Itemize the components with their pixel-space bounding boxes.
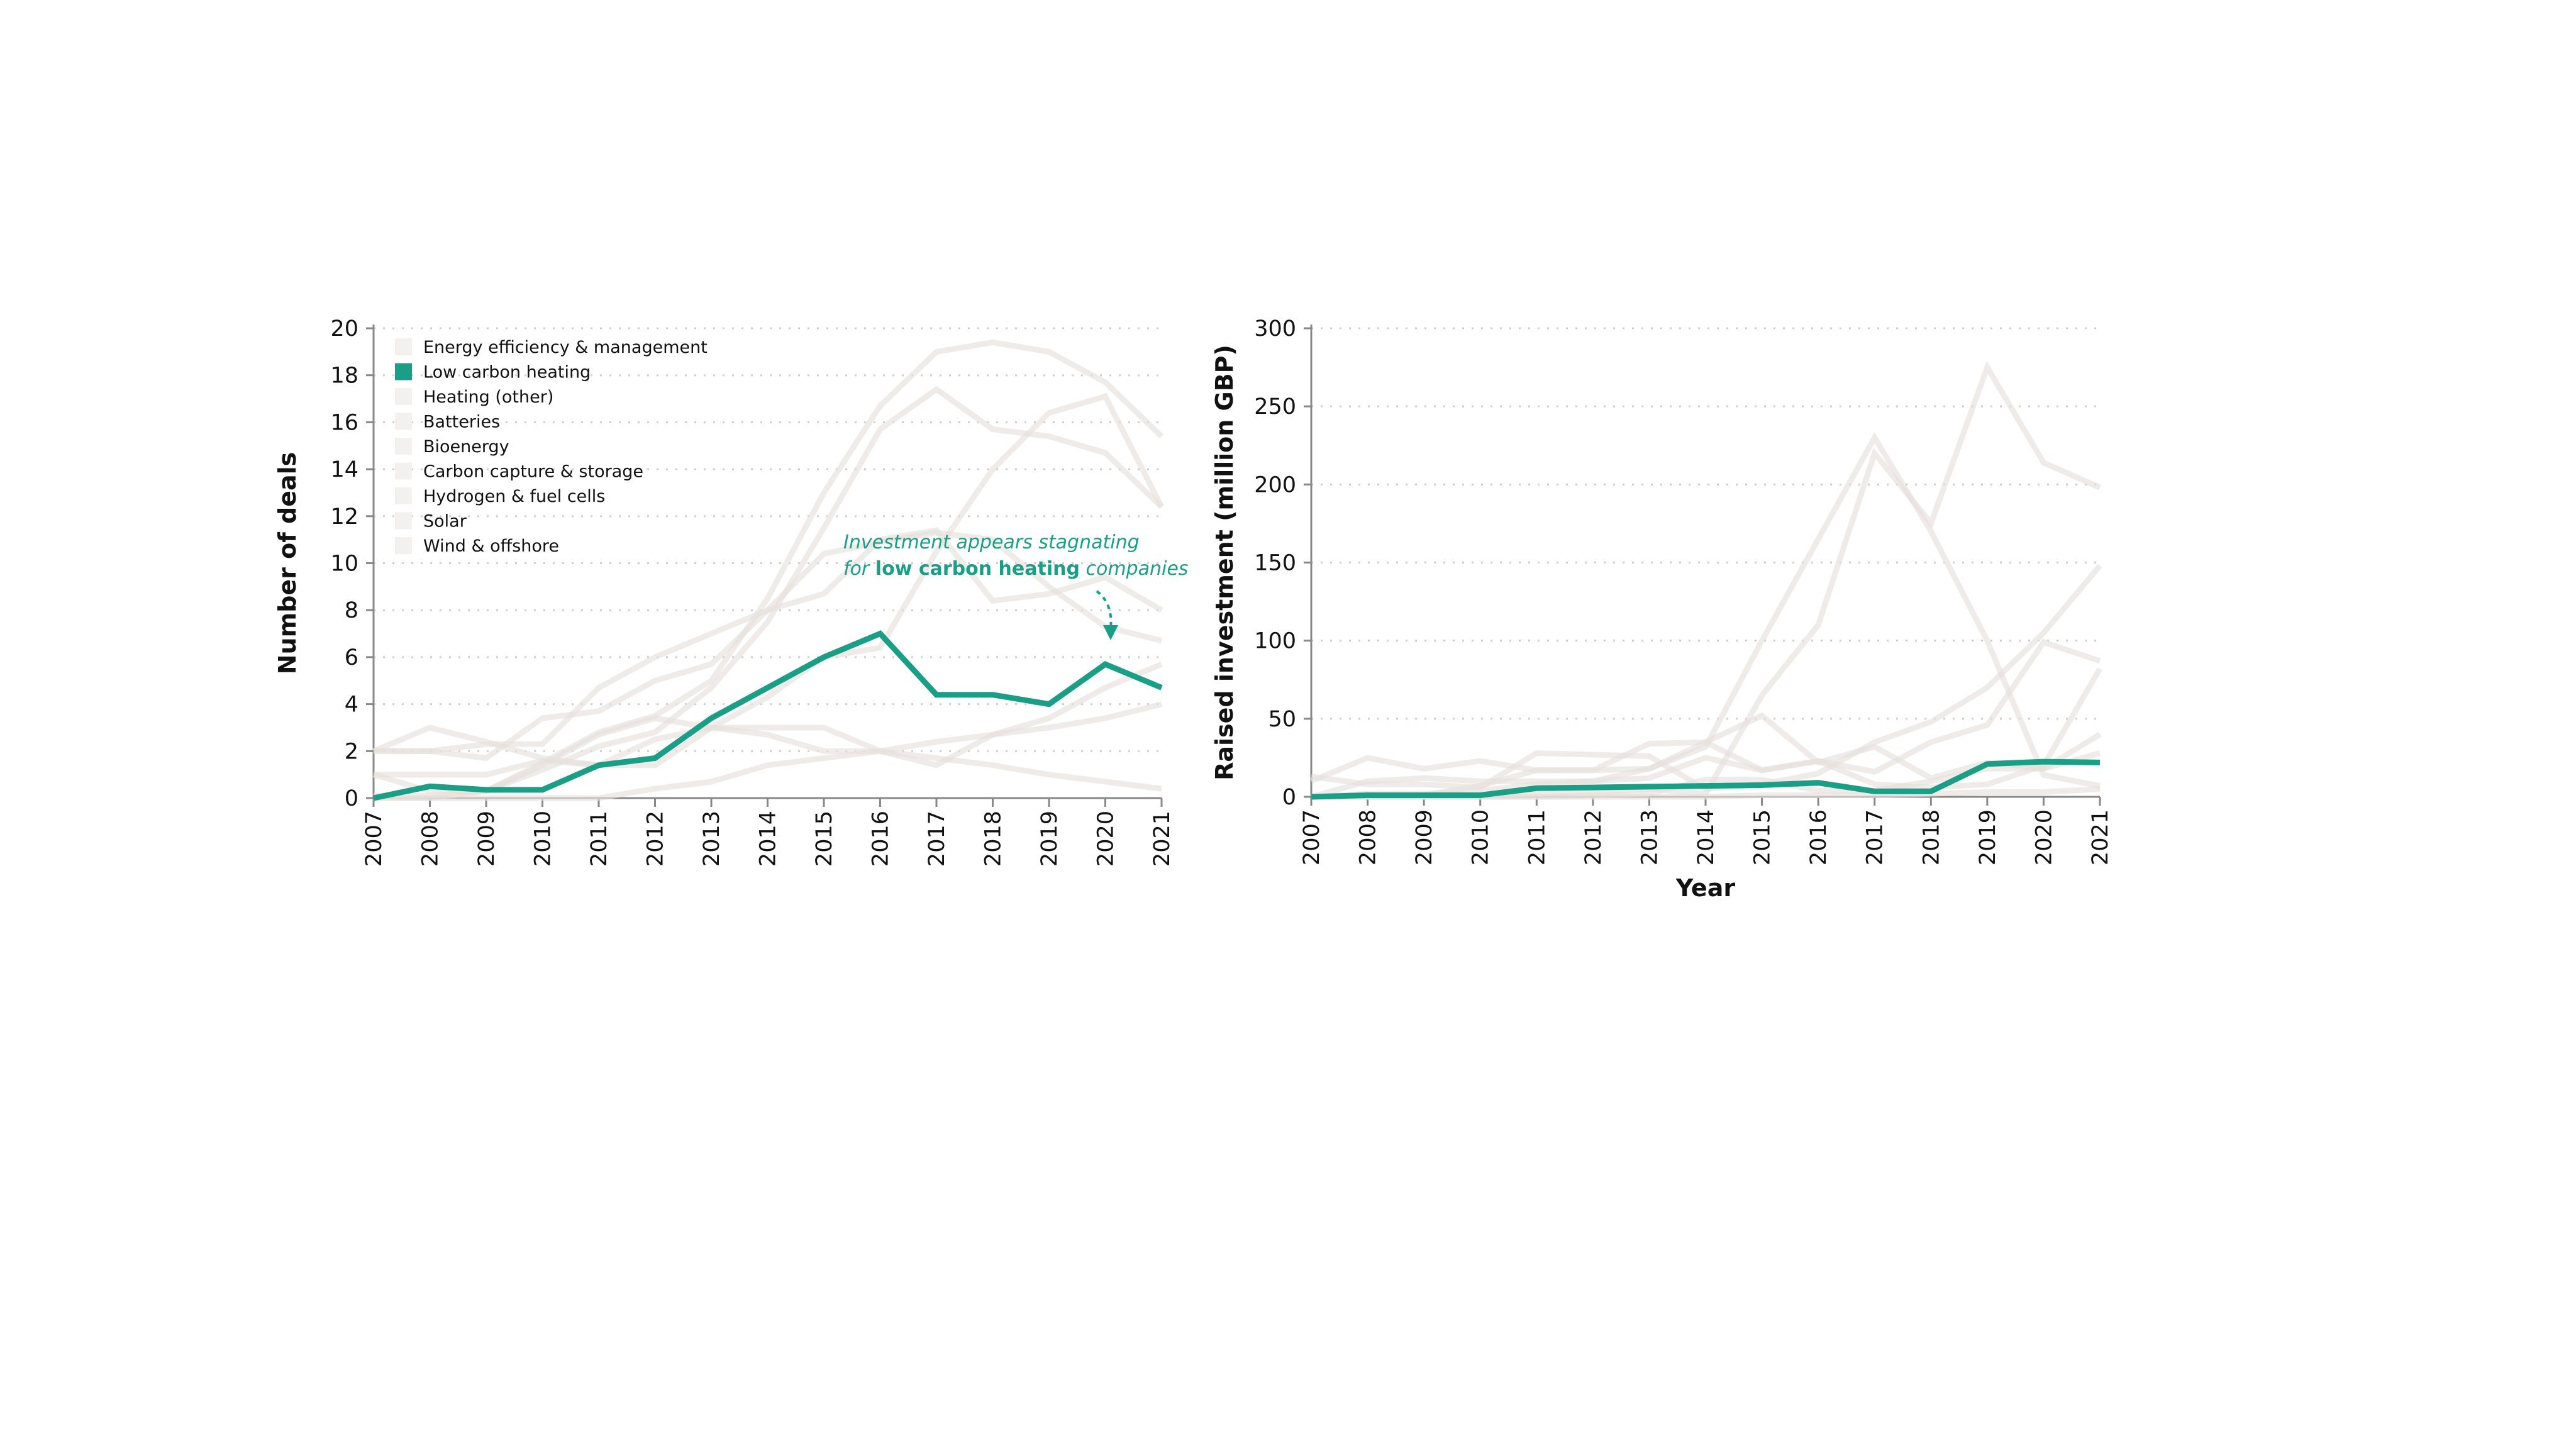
y-tick-label: 4 (345, 692, 358, 718)
y-tick-label: 12 (330, 504, 358, 530)
x-tick-label: 2008 (1356, 809, 1381, 865)
legend-swatch (395, 512, 412, 530)
annotation: Investment appears stagnating for low ca… (843, 531, 1188, 640)
x-tick-label: 2011 (1524, 809, 1550, 865)
x-tick-label: 2012 (643, 811, 669, 867)
y-axis-title: Number of deals (274, 452, 301, 675)
legend-swatch (395, 462, 412, 480)
y-tick-label: 0 (1282, 785, 1296, 810)
series-line (1310, 667, 2102, 800)
legend-swatch (395, 388, 412, 405)
legend-label: Solar (423, 512, 467, 531)
y-axis-title: Raised investment (million GBP) (1211, 345, 1238, 780)
series-line-highlight (373, 630, 1163, 801)
y-tick-label: 6 (345, 645, 358, 670)
series-line (374, 701, 1163, 801)
y-tick-label: 150 (1254, 551, 1296, 576)
y-tick-label: 16 (330, 410, 358, 435)
x-tick-label: 2016 (869, 811, 894, 867)
y-tick-label: 14 (330, 457, 358, 482)
x-tick-label: 2015 (812, 811, 837, 867)
x-tick-label: 2021 (1150, 811, 1175, 867)
y-tick-label: 50 (1268, 707, 1296, 732)
investment-chart: 0 50 100 150 200 250 300 2007 2008 2009 2010 2011 20… (1211, 316, 2113, 902)
series-line (374, 527, 1163, 754)
x-tick-label: 2007 (362, 811, 387, 867)
y-tick-label: 18 (330, 364, 358, 389)
y-tick-label: 20 (330, 316, 358, 341)
series-line (1311, 564, 2102, 792)
series-line (372, 661, 1163, 769)
x-tick-label: 2020 (1094, 811, 1119, 867)
legend-label: Carbon capture & storage (423, 462, 643, 482)
x-tick-label: 2019 (1037, 811, 1062, 867)
legend: Energy efficiency & management Low carbon… (395, 338, 708, 556)
annotation-arrowhead-icon (1103, 625, 1118, 640)
annotation-pre: for (843, 558, 875, 580)
x-axis-title: Year (1675, 874, 1735, 902)
legend-swatch (395, 438, 412, 455)
x-tick-label: 2009 (1412, 809, 1437, 865)
x-tick-label: 2018 (981, 811, 1006, 867)
x-tick-label: 2013 (1637, 809, 1662, 865)
x-tick-label: 2011 (587, 811, 612, 867)
legend-swatch (395, 487, 412, 504)
series-line (1311, 638, 2101, 800)
x-tick-label: 2019 (1975, 809, 2001, 865)
x-tick-label: 2017 (1863, 809, 1888, 865)
x-tick-label: 2010 (531, 811, 556, 867)
y-tick-label: 10 (330, 552, 358, 577)
legend-swatch (395, 338, 412, 355)
annotation-post: companies (1080, 558, 1188, 580)
legend-label: Heating (other) (423, 387, 553, 407)
series-line-highlight (1311, 758, 2101, 800)
x-tick-label: 2008 (418, 811, 443, 867)
legend-swatch (395, 537, 412, 554)
legend-label: Bioenergy (423, 437, 509, 457)
legend-label: Wind & offshore (423, 536, 559, 556)
x-tick-label: 2007 (1299, 809, 1324, 865)
x-tick-label: 2014 (756, 811, 781, 867)
annotation-arrow-icon (1096, 590, 1113, 630)
annotation-line-2: for low carbon heating companies (843, 558, 1188, 580)
y-tick-label: 200 (1254, 472, 1296, 497)
x-tick-label: 2021 (2088, 809, 2113, 865)
x-tick-label: 2016 (1806, 809, 1831, 865)
series-line (374, 392, 1165, 778)
series-line (1311, 360, 2101, 800)
series-line (372, 715, 1162, 794)
y-tick-label: 250 (1254, 394, 1296, 419)
y-tick-label: 2 (345, 739, 358, 764)
annotation-line-1: Investment appears stagnating (843, 531, 1140, 553)
legend-label: Batteries (423, 413, 500, 432)
y-tick-label: 100 (1254, 629, 1296, 654)
x-tick-label: 2018 (1919, 809, 1944, 865)
x-tick-label: 2012 (1581, 809, 1606, 865)
legend-label: Energy efficiency & management (423, 338, 708, 357)
deals-chart: 0 2 4 6 8 10 12 14 16 18 20 2007 2008 2009 2010 2011 201… (274, 316, 1175, 867)
legend-swatch (395, 413, 412, 430)
x-tick-label: 2020 (2031, 809, 2057, 865)
y-tick-label: 0 (345, 786, 358, 811)
x-tick-label: 2017 (924, 811, 950, 867)
x-tick-label: 2013 (699, 811, 724, 867)
x-tick-label: 2010 (1468, 809, 1494, 865)
annotation-bold: low carbon heating (875, 558, 1080, 580)
legend-swatch (395, 363, 412, 380)
x-tick-label: 2015 (1750, 809, 1775, 865)
y-tick-label: 8 (345, 598, 358, 623)
x-tick-label: 2009 (474, 811, 499, 867)
legend-label: Hydrogen & fuel cells (423, 487, 605, 506)
y-tick-label: 300 (1254, 316, 1296, 341)
legend-label: Low carbon heating (423, 363, 591, 382)
x-tick-label: 2014 (1694, 809, 1719, 865)
